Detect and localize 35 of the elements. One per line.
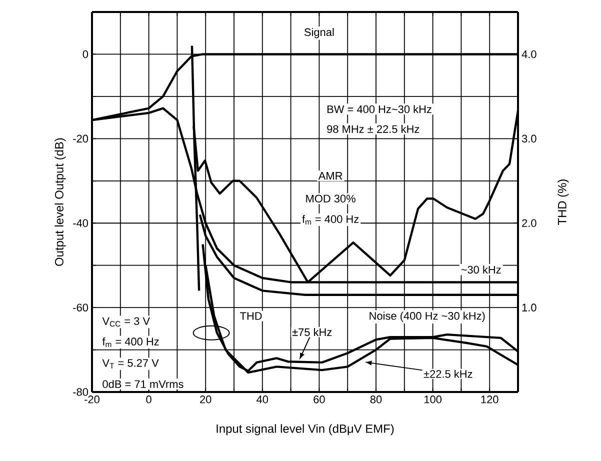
- x-tick-label: 100: [424, 396, 442, 404]
- y-tick-label: -40: [73, 219, 88, 227]
- annotation: 98 MHz ± 22.5 kHz: [327, 124, 420, 133]
- y2-tick-label: 3.0: [522, 134, 536, 143]
- y2-tick-label: 1.0: [522, 304, 536, 312]
- y-tick-label: 0: [82, 50, 88, 58]
- annotation: THD: [240, 312, 262, 320]
- annotation: ±22.5 kHz: [424, 370, 472, 378]
- annotation: Noise (400 Hz ~30 kHz): [370, 312, 485, 322]
- x-axis-title: Input signal level Vin (dBμV EMF): [216, 424, 394, 436]
- x-tick-label: 120: [481, 396, 498, 404]
- y-tick-label: -60: [73, 304, 88, 312]
- annotation: MOD 30%: [306, 194, 356, 203]
- annotation: f$_{m}$ = 400 Hz: [102, 337, 159, 347]
- annotation: f$_{m}$ = 400 Hz: [302, 214, 359, 225]
- annotation: ±75 kHz: [292, 328, 332, 336]
- x-tick-label: 20: [200, 396, 212, 404]
- y-tick-label: -20: [73, 134, 88, 143]
- annotation: V$_{T}$ = 5.27 V: [102, 359, 159, 368]
- x-tick-label: 60: [314, 396, 325, 404]
- y2-tick-label: 4.0: [522, 50, 536, 58]
- annotation: BW = 400 Hz~30 kHz: [327, 105, 432, 114]
- y2-axis-title: THD (%): [558, 180, 569, 225]
- x-tick-label: 40: [256, 396, 268, 404]
- annotation: Signal: [304, 28, 334, 38]
- x-tick-label: -20: [84, 396, 100, 404]
- annotation: ~30 kHz: [461, 266, 501, 274]
- annotation: AMR: [318, 172, 342, 180]
- x-tick-label: 80: [370, 396, 382, 404]
- y-tick-label: -80: [73, 388, 88, 396]
- y-axis-title: Output level Output (dB): [54, 138, 66, 266]
- y2-tick-label: 2.0: [522, 219, 536, 227]
- x-tick-label: 0: [146, 396, 152, 404]
- annotation: V$_{CC}$ = 3 V: [102, 317, 150, 327]
- annotation: 0dB = 71 mVrms: [102, 380, 184, 388]
